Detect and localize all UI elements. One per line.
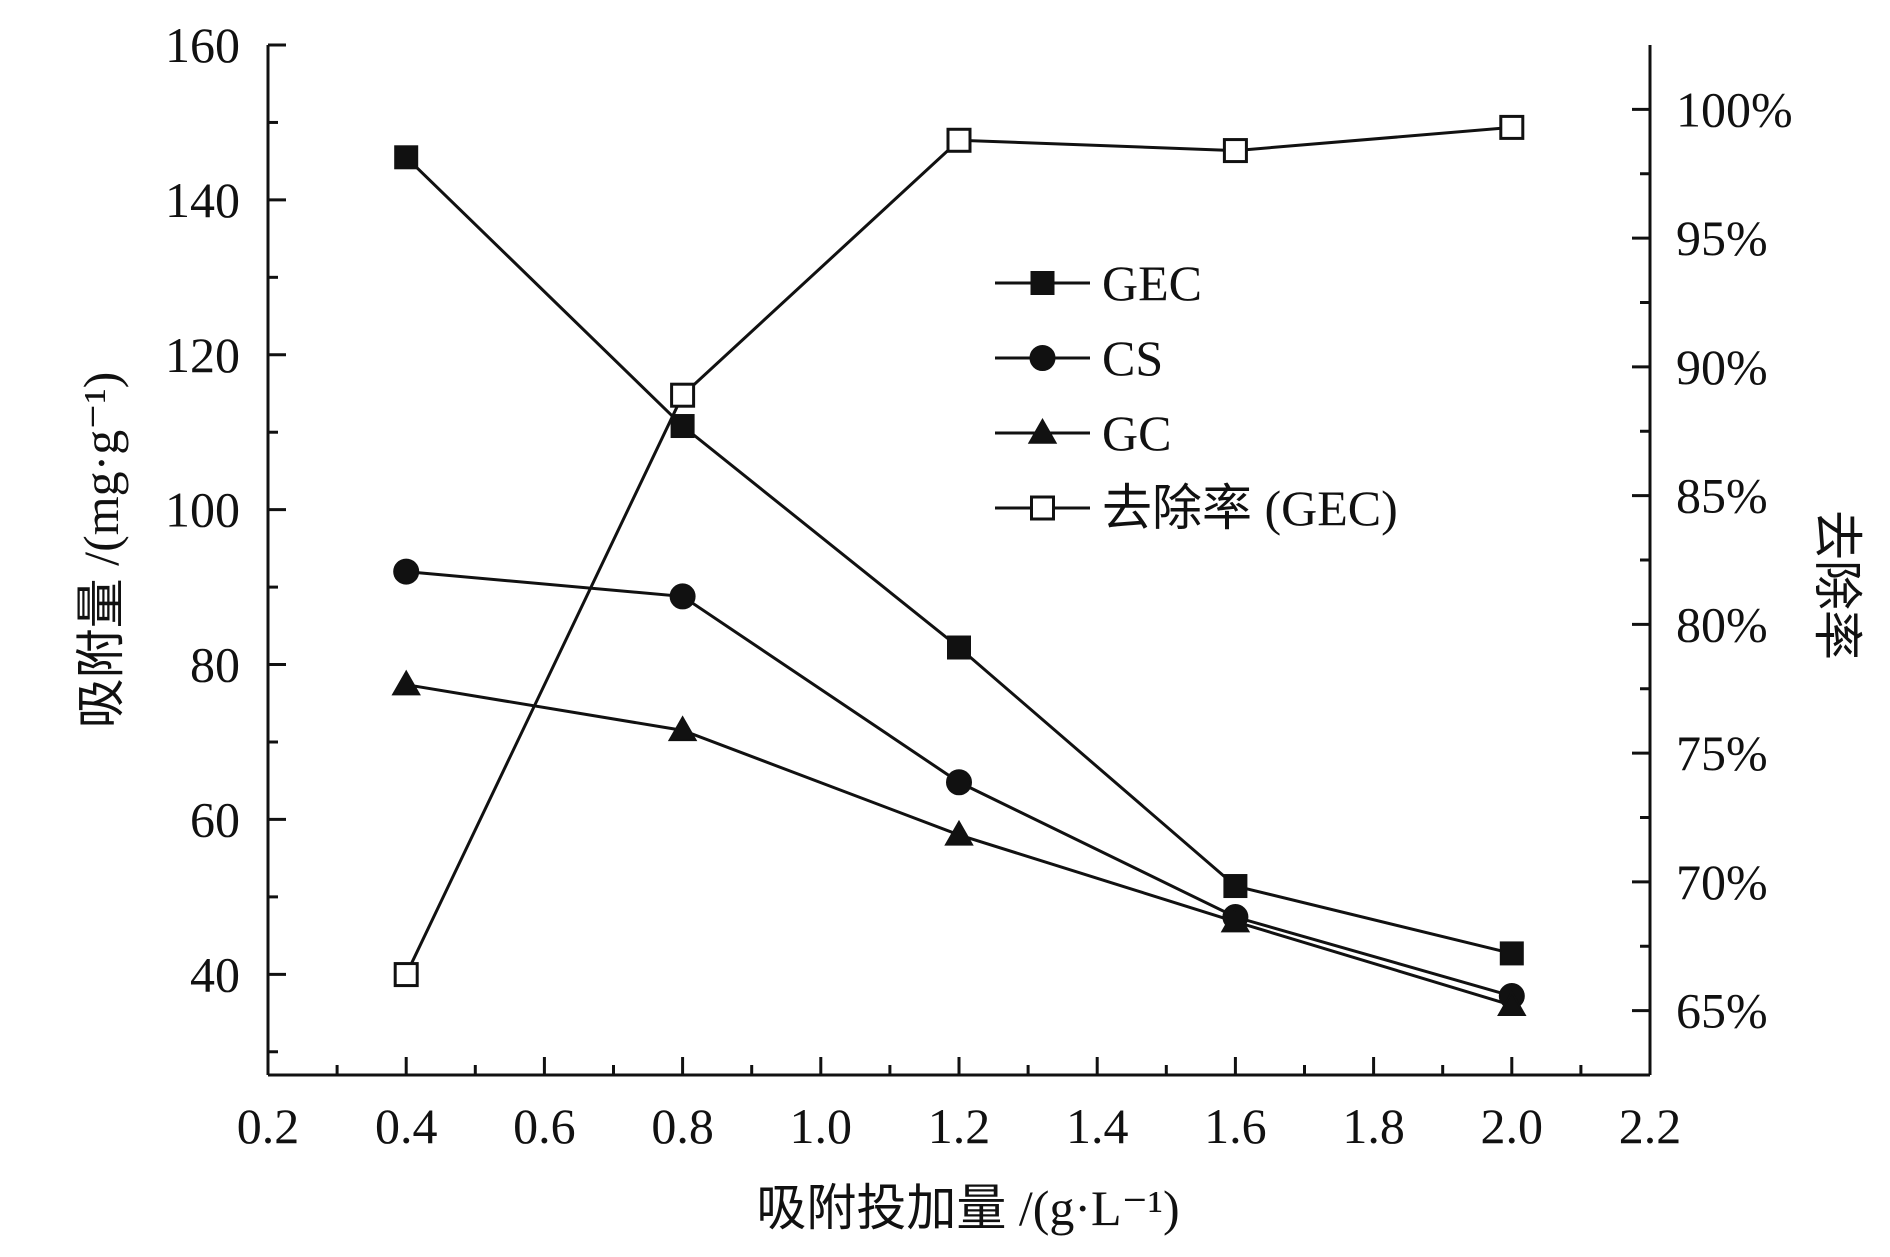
axes: 0.2 0.4 0.6 0.8 1.0 1.2 1.4 1.6 1.8 2.0 2.2 40 60 80 1… <box>165 17 1793 1154</box>
data-point <box>667 715 698 742</box>
data-point <box>1223 874 1248 899</box>
legend-marker <box>1027 417 1058 444</box>
series-gec <box>393 114 1525 988</box>
data-point <box>947 635 971 660</box>
series-cs <box>393 558 1525 1010</box>
x-tick-label: 0.6 <box>513 1098 576 1154</box>
y-left-tick-label: 40 <box>190 946 240 1002</box>
x-tick-label: 1.2 <box>928 1098 991 1154</box>
data-point <box>669 583 696 610</box>
y-axis-right-title: 去除率 <box>1809 510 1865 660</box>
x-tick-label: 0.8 <box>651 1098 714 1154</box>
legend-marker <box>1030 271 1055 295</box>
legend-marker <box>1030 495 1055 521</box>
data-point <box>946 127 972 153</box>
y-right-tick-label: 70% <box>1676 854 1768 910</box>
data-point <box>391 669 421 696</box>
data-point <box>944 819 974 846</box>
legend: GEC CS GC 去除率 (GEC) <box>995 255 1398 536</box>
legend-marker <box>1029 345 1056 371</box>
data-point <box>1222 138 1248 164</box>
y-left-tick-label: 140 <box>165 172 240 228</box>
data-point <box>1499 941 1524 966</box>
legend-item: 去除率 (GEC) <box>995 480 1398 536</box>
legend-label: GC <box>1102 405 1171 461</box>
series-layer <box>391 114 1527 1017</box>
data-point <box>393 962 419 988</box>
series-line <box>404 125 1512 976</box>
legend-item: GC <box>995 405 1171 461</box>
y-right-tick-label: 75% <box>1676 725 1768 781</box>
legend-label: GEC <box>1102 255 1202 311</box>
y-left-tick-label: 160 <box>165 17 240 73</box>
x-tick-label: 1.4 <box>1066 1098 1129 1154</box>
x-tick-label: 1.6 <box>1204 1098 1267 1154</box>
series-gec <box>394 145 1524 966</box>
data-point <box>393 558 420 585</box>
x-tick-label: 1.8 <box>1342 1098 1405 1154</box>
data-point <box>946 769 972 796</box>
data-point <box>1497 990 1527 1017</box>
x-tick-label: 2.0 <box>1481 1098 1544 1154</box>
x-axis-title: 吸附投加量 /(g·L⁻¹) <box>756 1180 1179 1236</box>
x-tick-label: 1.0 <box>790 1098 853 1154</box>
y-left-tick-label: 80 <box>190 637 240 693</box>
legend-label: CS <box>1102 330 1163 386</box>
legend-label: 去除率 (GEC) <box>1102 480 1398 536</box>
y-left-tick-label: 60 <box>190 791 240 847</box>
data-point <box>670 414 695 439</box>
y-right-tick-label: 85% <box>1676 468 1768 524</box>
legend-item: CS <box>995 330 1163 386</box>
y-left-tick-label: 120 <box>165 327 240 383</box>
y-left-tick-label: 100 <box>165 482 240 538</box>
x-tick-label: 0.4 <box>375 1098 438 1154</box>
data-point <box>1220 906 1251 933</box>
data-point <box>394 145 419 170</box>
x-tick-label: 0.2 <box>237 1098 300 1154</box>
y-right-tick-label: 65% <box>1676 983 1768 1039</box>
y-right-tick-label: 95% <box>1676 210 1768 266</box>
series-gc <box>391 669 1527 1017</box>
data-point <box>1499 114 1525 140</box>
y-right-tick-label: 100% <box>1676 81 1793 137</box>
x-tick-label: 2.2 <box>1619 1098 1682 1154</box>
legend-item: GEC <box>995 255 1202 311</box>
y-axis-left-title: 吸附量 /(mg·g⁻¹) <box>73 372 129 729</box>
y-right-tick-label: 80% <box>1676 596 1768 652</box>
y-right-tick-label: 90% <box>1676 339 1768 395</box>
data-point <box>670 382 696 408</box>
